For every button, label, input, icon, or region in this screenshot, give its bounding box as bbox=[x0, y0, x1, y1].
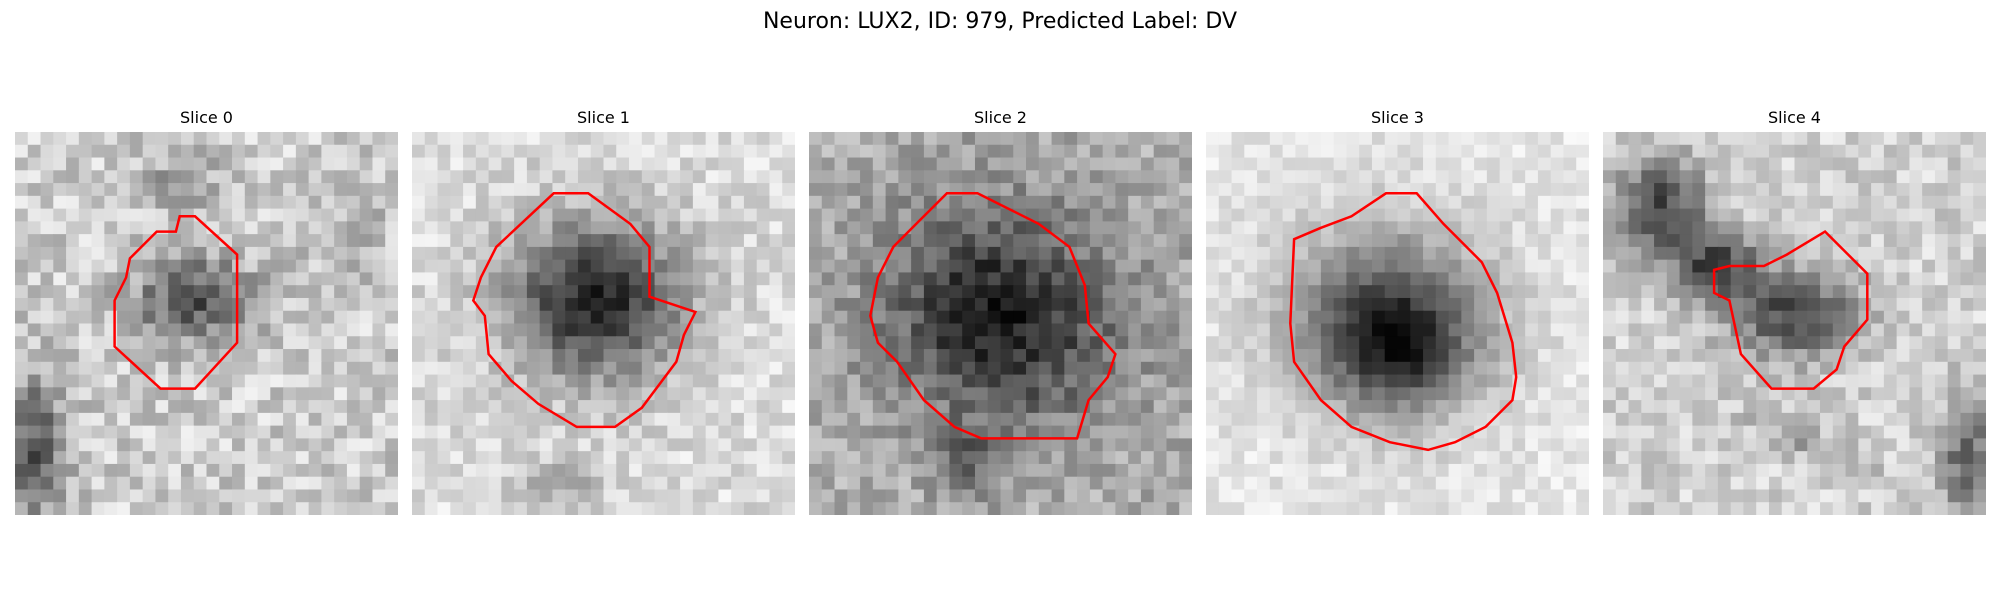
neuron-contour bbox=[471, 192, 698, 429]
slice-title: Slice 0 bbox=[180, 108, 233, 127]
figure-title: Neuron: LUX2, ID: 979, Predicted Label: … bbox=[762, 9, 1238, 34]
slice-image bbox=[1206, 132, 1589, 515]
slice-panel-2: Slice 2 bbox=[809, 108, 1192, 515]
slice-image bbox=[412, 132, 795, 515]
slice-image bbox=[15, 132, 398, 515]
grayscale-pixel-grid bbox=[412, 132, 795, 515]
slice-panel-0: Slice 0 bbox=[15, 108, 398, 515]
neuron-contour bbox=[869, 192, 1117, 440]
neuron-contour bbox=[1289, 192, 1518, 452]
slice-panel-3: Slice 3 bbox=[1206, 108, 1589, 515]
slice-title: Slice 2 bbox=[974, 108, 1027, 127]
slice-image bbox=[809, 132, 1192, 515]
slice-panel-1: Slice 1 bbox=[412, 108, 795, 515]
grayscale-pixel-grid bbox=[15, 132, 398, 515]
slice-title: Slice 1 bbox=[577, 108, 630, 127]
grayscale-pixel-grid bbox=[809, 132, 1192, 515]
neuron-contour bbox=[1712, 230, 1869, 390]
slice-panel-4: Slice 4 bbox=[1603, 108, 1986, 515]
slice-title: Slice 4 bbox=[1768, 108, 1821, 127]
slice-title: Slice 3 bbox=[1371, 108, 1424, 127]
neuron-contour bbox=[113, 215, 239, 390]
grayscale-pixel-grid bbox=[1603, 132, 1986, 515]
grayscale-pixel-grid bbox=[1206, 132, 1589, 515]
slice-image bbox=[1603, 132, 1986, 515]
